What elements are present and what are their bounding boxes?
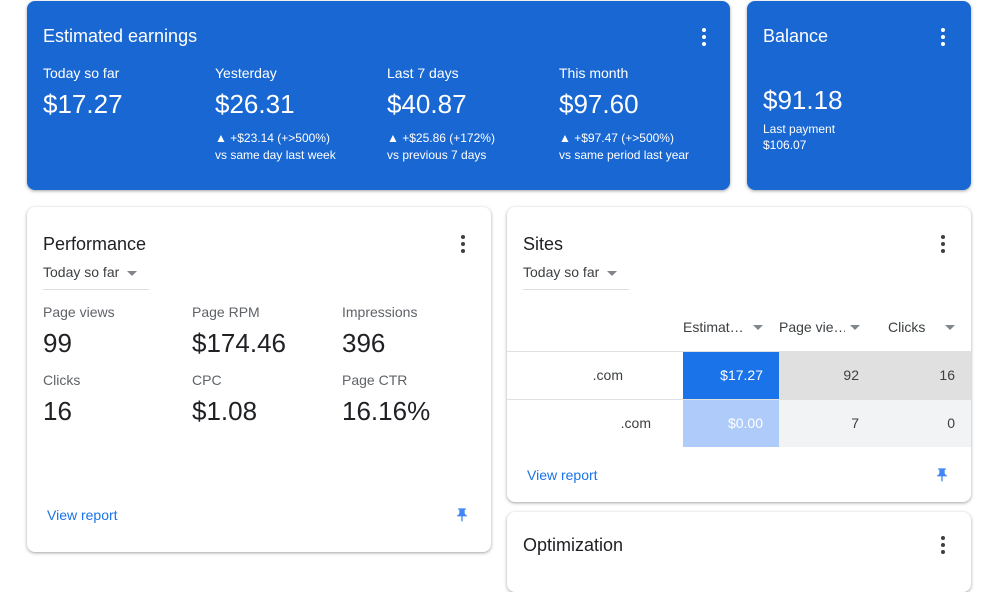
sort-icon[interactable] bbox=[850, 325, 860, 330]
estimated-earnings-title: Estimated earnings bbox=[43, 26, 198, 46]
view-report-link[interactable]: View report bbox=[527, 467, 598, 483]
earnings-cell: $0.00 bbox=[683, 400, 779, 447]
page-views-cell: 7 bbox=[779, 400, 875, 447]
metric-value: 99 bbox=[43, 328, 72, 358]
earnings-compare: vs same period last year bbox=[559, 148, 690, 162]
sites-card: Sites Today so far Estimat… Page vie… Cl… bbox=[507, 207, 971, 502]
metric-impressions: Impressions 396 bbox=[342, 304, 417, 359]
chevron-down-icon bbox=[607, 270, 618, 276]
earnings-last-7-days: Last 7 days $40.87 ▲ +$25.86 (+172%) vs … bbox=[387, 65, 557, 164]
range-label: Today so far bbox=[523, 264, 600, 280]
earnings-cell: $17.27 bbox=[683, 352, 779, 399]
performance-title: Performance bbox=[43, 234, 147, 254]
earnings-delta: ▲ +$97.47 (+>500%) bbox=[559, 131, 674, 145]
more-options-icon[interactable] bbox=[933, 235, 953, 259]
earnings-this-month: This month $97.60 ▲ +$97.47 (+>500%) vs … bbox=[559, 65, 729, 164]
column-header-page-views[interactable]: Page vie… bbox=[779, 319, 845, 335]
earnings-value: $97.60 bbox=[559, 89, 639, 119]
more-options-icon[interactable] bbox=[453, 235, 473, 259]
more-options-icon[interactable] bbox=[933, 28, 953, 52]
metric-value: $1.08 bbox=[192, 396, 258, 426]
balance-value: $91.18 bbox=[763, 85, 843, 115]
earnings-label: Last 7 days bbox=[387, 65, 459, 81]
site-name-cell: .com bbox=[592, 367, 623, 383]
earnings-label: Today so far bbox=[43, 65, 120, 81]
metric-label: CPC bbox=[192, 372, 222, 388]
sites-range-dropdown[interactable]: Today so far bbox=[523, 264, 629, 290]
balance-card: Balance $91.18 Last payment $106.07 bbox=[747, 1, 971, 190]
page-views-cell: 92 bbox=[779, 352, 875, 399]
column-header-clicks[interactable]: Clicks bbox=[888, 319, 926, 335]
earnings-yesterday: Yesterday $26.31 ▲ +$23.14 (+>500%) vs s… bbox=[215, 65, 385, 164]
metric-page-rpm: Page RPM $174.46 bbox=[192, 304, 286, 359]
earnings-value: $17.27 bbox=[43, 89, 123, 119]
performance-card: Performance Today so far Page views 99 P… bbox=[27, 207, 491, 552]
earnings-compare: vs previous 7 days bbox=[387, 148, 487, 162]
earnings-label: This month bbox=[559, 65, 629, 81]
sort-icon[interactable] bbox=[753, 325, 763, 330]
metric-page-views: Page views 99 bbox=[43, 304, 115, 359]
site-name-cell: .com bbox=[620, 415, 651, 431]
more-options-icon[interactable] bbox=[933, 536, 953, 560]
table-row[interactable]: .com $17.27 92 16 bbox=[507, 351, 971, 399]
optimization-title: Optimization bbox=[523, 535, 624, 555]
balance-title: Balance bbox=[763, 26, 829, 46]
more-options-icon[interactable] bbox=[694, 28, 714, 52]
metric-label: Impressions bbox=[342, 304, 418, 320]
range-label: Today so far bbox=[43, 264, 120, 280]
earnings-label: Yesterday bbox=[215, 65, 277, 81]
metric-label: Page CTR bbox=[342, 372, 408, 388]
pin-icon[interactable] bbox=[934, 465, 950, 485]
earnings-value: $26.31 bbox=[215, 89, 295, 119]
performance-range-dropdown[interactable]: Today so far bbox=[43, 264, 149, 290]
metric-value: 16.16% bbox=[342, 396, 431, 426]
metric-value: 16 bbox=[43, 396, 72, 426]
metric-label: Page views bbox=[43, 304, 115, 320]
metric-value: $174.46 bbox=[192, 328, 286, 358]
metric-value: 396 bbox=[342, 328, 386, 358]
last-payment-label: Last payment bbox=[763, 122, 836, 136]
optimization-card: Optimization bbox=[507, 512, 971, 592]
view-report-link[interactable]: View report bbox=[47, 507, 118, 523]
table-row[interactable]: .com $0.00 7 0 bbox=[507, 399, 971, 447]
metric-cpc: CPC $1.08 bbox=[192, 372, 257, 427]
metric-page-ctr: Page CTR 16.16% bbox=[342, 372, 430, 427]
earnings-compare: vs same day last week bbox=[215, 148, 336, 162]
metric-clicks: Clicks 16 bbox=[43, 372, 80, 427]
earnings-delta: ▲ +$25.86 (+172%) bbox=[387, 131, 495, 145]
sort-icon[interactable] bbox=[945, 325, 955, 330]
metric-label: Page RPM bbox=[192, 304, 260, 320]
metric-label: Clicks bbox=[43, 372, 81, 388]
earnings-today: Today so far $17.27 bbox=[43, 65, 213, 120]
sites-title: Sites bbox=[523, 234, 564, 254]
earnings-delta: ▲ +$23.14 (+>500%) bbox=[215, 131, 330, 145]
estimated-earnings-card: Estimated earnings Today so far $17.27 Y… bbox=[27, 1, 730, 190]
clicks-cell: 0 bbox=[875, 400, 971, 447]
earnings-value: $40.87 bbox=[387, 89, 467, 119]
pin-icon[interactable] bbox=[454, 505, 470, 525]
last-payment-value: $106.07 bbox=[763, 138, 807, 152]
chevron-down-icon bbox=[127, 270, 138, 276]
clicks-cell: 16 bbox=[875, 352, 971, 399]
column-header-estimated-earnings[interactable]: Estimat… bbox=[683, 319, 744, 335]
